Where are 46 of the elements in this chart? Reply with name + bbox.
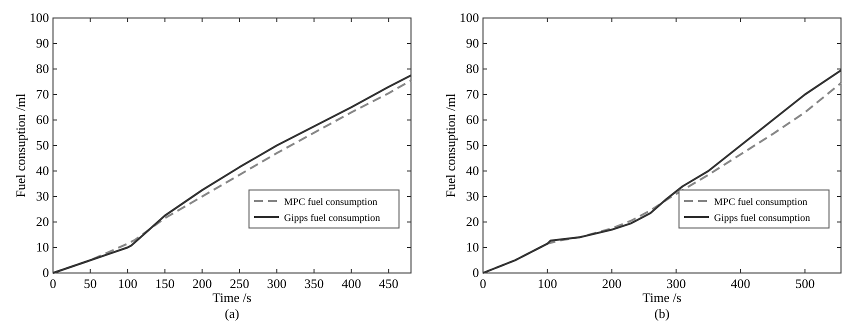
y-tick-label: 10	[36, 240, 49, 254]
y-tick-label: 50	[466, 138, 479, 152]
x-tick-label: 450	[378, 276, 398, 291]
y-tick-label: 0	[42, 265, 49, 280]
y-tick-label: 40	[36, 163, 49, 178]
y-tick-label: 70	[36, 86, 49, 102]
y-tick-label: 0	[472, 265, 479, 280]
x-tick-label: 400	[730, 276, 750, 291]
text: (a)	[224, 306, 240, 321]
y-tick-label: 30	[466, 188, 479, 204]
y-tick-label: 60	[466, 112, 479, 127]
y-tick-label: 100	[30, 10, 49, 25]
x-tick-label: 300	[666, 276, 686, 291]
x-tick-label: 200	[192, 276, 212, 291]
y-tick-label: 90	[36, 36, 49, 50]
y-tick-label: 80	[36, 61, 49, 76]
y-axis-title: Fuel consuption /ml	[13, 93, 28, 198]
x-axis-title: Time /s	[212, 290, 252, 305]
x-tick-label: 50	[84, 276, 97, 291]
x-tick-label: 500	[795, 276, 815, 291]
x-tick-label: 400	[342, 276, 362, 291]
y-tick-label: 20	[466, 214, 479, 229]
x-tick-label: 200	[602, 276, 622, 291]
y-tick-label: 100	[460, 10, 479, 25]
y-tick-label: 10	[466, 240, 479, 254]
text: (b)	[654, 306, 670, 321]
y-tick-label: 30	[36, 188, 49, 204]
y-axis-title: Fuel consuption /ml	[443, 93, 458, 198]
y-tick-label: 20	[36, 214, 49, 229]
y-tick-label: 70	[466, 86, 479, 102]
x-tick-label: 150	[155, 276, 175, 291]
x-tick-label: 100	[118, 276, 138, 291]
y-tick-label: 90	[466, 36, 479, 50]
x-tick-label: 300	[267, 276, 286, 291]
y-tick-label: 50	[36, 138, 49, 152]
legend-label: MPC fuel consumption	[284, 197, 378, 208]
y-tick-label: 80	[466, 61, 479, 76]
y-tick-label: 60	[36, 112, 49, 127]
x-tick-label: 250	[230, 276, 250, 291]
legend-label: MPC fuel consumption	[714, 197, 808, 208]
x-tick-label: 350	[304, 276, 324, 291]
legend-label: Gipps fuel consumption	[284, 213, 380, 224]
y-tick-label: 40	[466, 163, 479, 178]
x-tick-label: 100	[538, 276, 558, 291]
legend-label: Gipps fuel consumption	[714, 213, 810, 224]
x-axis-title: Time /s	[642, 290, 682, 305]
